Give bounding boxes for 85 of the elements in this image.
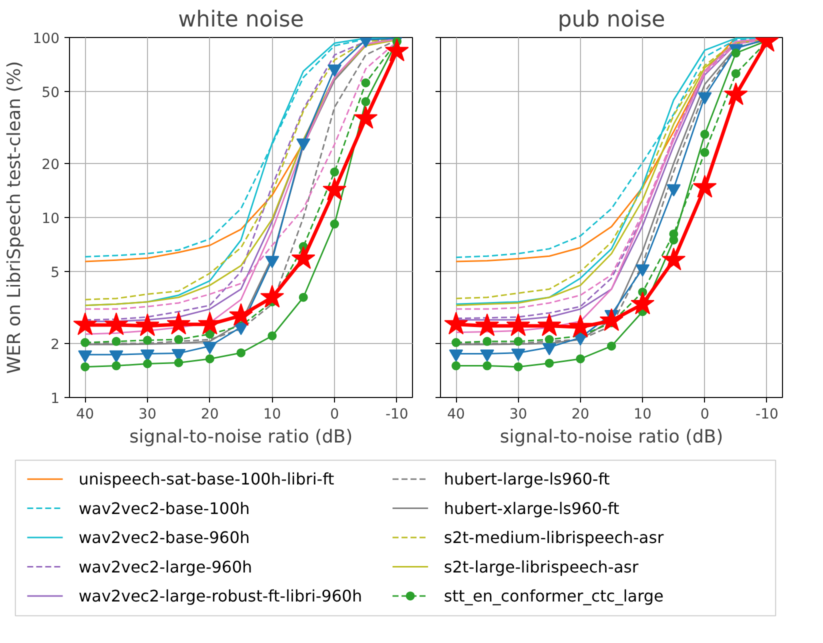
point: [361, 97, 370, 106]
x-tick-label: 20: [200, 406, 219, 422]
point: [291, 246, 316, 269]
point: [205, 330, 214, 339]
point: [166, 312, 191, 335]
legend-label: stt_en_conformer_ctc_large: [444, 586, 664, 606]
x-tick-label: 40: [447, 406, 465, 422]
point: [692, 174, 717, 198]
point: [174, 358, 184, 368]
point: [514, 336, 523, 346]
point: [506, 313, 530, 336]
point: [444, 312, 468, 335]
point: [452, 338, 461, 348]
x-tick-label: 0: [330, 406, 340, 422]
y-tick-label: 1: [50, 391, 60, 407]
y-tick-label: 2: [50, 336, 60, 353]
y-tick-label: 5: [50, 265, 60, 282]
y-tick-label: 50: [42, 85, 60, 102]
point: [537, 313, 562, 336]
point: [174, 335, 184, 344]
x-tick-label: 30: [509, 406, 528, 422]
legend-label: s2t-medium-librispeech-asr: [444, 528, 664, 548]
x-tick-label: 40: [76, 406, 94, 422]
chart-title: white noise: [178, 8, 304, 32]
point: [475, 313, 500, 336]
point: [354, 106, 378, 129]
legend-label: wav2vec2-base-100h: [78, 498, 250, 518]
x-tick-label: 10: [634, 406, 652, 422]
point: [384, 38, 409, 62]
x-tick-label: 30: [138, 406, 156, 422]
point: [205, 354, 214, 364]
point: [112, 361, 121, 370]
point: [73, 312, 98, 336]
x-tick-label: 20: [572, 406, 590, 422]
point: [104, 312, 128, 336]
point: [298, 292, 308, 302]
point: [482, 361, 492, 370]
point: [330, 220, 340, 229]
point: [236, 348, 246, 358]
point: [607, 342, 616, 351]
point: [600, 308, 624, 331]
point: [361, 78, 370, 88]
legend-label: s2t-large-librispeech-asr: [444, 557, 639, 576]
legend-label: unispeech-sat-base-100h-libri-ft: [78, 470, 334, 489]
y-tick-label: 20: [42, 156, 60, 173]
point: [731, 69, 740, 78]
point: [142, 359, 152, 368]
point: [80, 362, 90, 372]
chart-title: pub noise: [558, 8, 666, 32]
x-tick-label: -10: [756, 406, 778, 422]
point: [260, 284, 284, 308]
point: [268, 331, 277, 340]
point: [514, 362, 523, 372]
point: [330, 167, 340, 176]
point: [700, 130, 710, 139]
x-tick-label: -10: [385, 406, 408, 422]
point: [724, 82, 748, 106]
point: [544, 358, 554, 368]
point: [452, 361, 461, 370]
legend-label: hubert-xlarge-ls960-ft: [444, 498, 620, 518]
point: [80, 338, 90, 348]
y-axis-title: WER on LibriSpeech test-clean (%): [4, 61, 25, 374]
point: [544, 335, 554, 344]
point: [731, 48, 740, 58]
x-tick-label: 0: [700, 406, 710, 422]
y-tick-label: 100: [32, 31, 60, 47]
x-axis-title: signal-to-noise ratio (dB): [500, 426, 724, 448]
point: [662, 248, 686, 270]
x-tick-label: 10: [263, 406, 282, 422]
point: [112, 336, 121, 346]
legend-label: hubert-large-ls960-ft: [444, 470, 610, 489]
point: [630, 292, 655, 314]
point: [700, 148, 710, 157]
legend-label: wav2vec2-base-960h: [78, 528, 250, 548]
point: [142, 336, 152, 345]
x-axis-title: signal-to-noise ratio (dB): [129, 426, 353, 448]
point: [229, 303, 253, 326]
y-tick-label: 10: [42, 211, 60, 227]
point: [576, 354, 585, 364]
point: [568, 314, 592, 338]
legend-label: wav2vec2-large-robust-ft-libri-960h: [78, 586, 362, 606]
point: [136, 313, 160, 336]
legend-label: wav2vec2-large-960h: [78, 557, 252, 576]
point: [322, 178, 346, 200]
point: [482, 336, 492, 346]
